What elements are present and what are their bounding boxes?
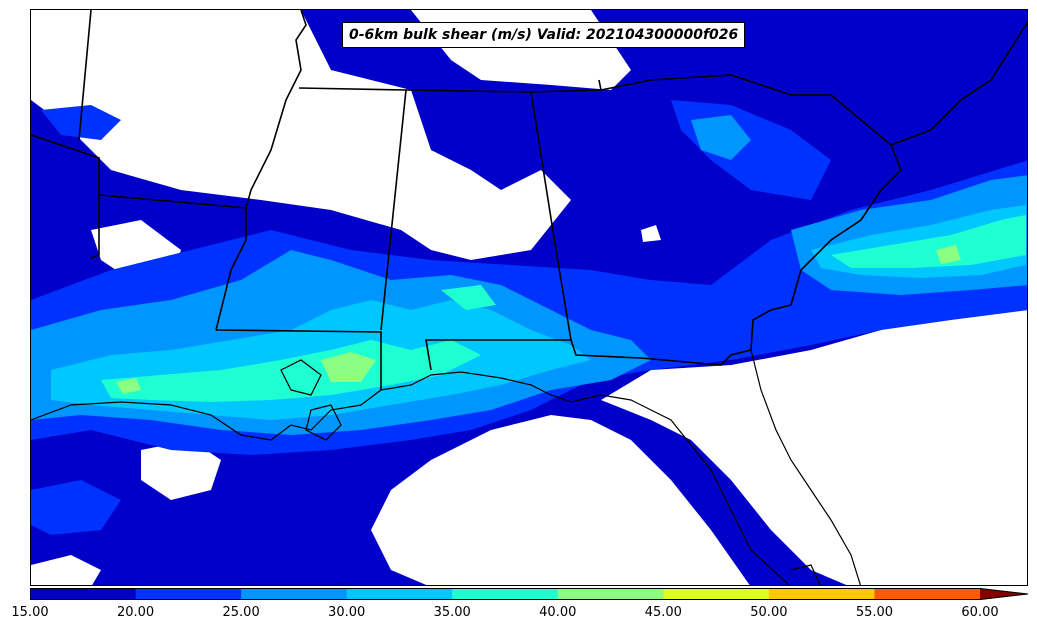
colorbar-segment: [30, 588, 137, 600]
colorbar-tick-label: 45.00: [644, 605, 682, 620]
shear-band-40-45: [116, 245, 961, 394]
colorbar-tick-label: 50.00: [750, 605, 788, 620]
colorbar-segment: [452, 588, 559, 600]
colorbar-segment: [135, 588, 242, 600]
colorbar-tick-label: 25.00: [222, 605, 260, 620]
colorbar-segment: [346, 588, 453, 600]
colorbar-extend-arrow: [980, 588, 1028, 600]
colorbar-tick-label: 20.00: [116, 605, 155, 620]
colorbar-tick-label: 35.00: [433, 605, 471, 620]
colorbar-segment: [663, 588, 770, 600]
colorbar-outline: [30, 588, 1029, 600]
colorbar-tick-label: 40.00: [539, 605, 577, 620]
map-title: 0-6km bulk shear (m/s) Valid: 2021043000…: [342, 22, 746, 48]
colorbar-segment: [768, 588, 875, 600]
colorbar-segment: [241, 588, 348, 600]
colorbar-tick-label: 15.00: [11, 605, 49, 620]
shear-band-35-40: [101, 215, 1026, 402]
colorbar-tick-label: 55.00: [855, 605, 894, 620]
shear-contour-map: [31, 10, 1027, 585]
map-panel: 0-6km bulk shear (m/s) Valid: 2021043000…: [30, 9, 1028, 586]
colorbar-tick-label: 60.00: [961, 605, 999, 620]
colorbar: [30, 588, 1029, 600]
coastline: [31, 349, 862, 585]
colorbar-segment: [557, 588, 664, 600]
colorbar-segment: [874, 588, 981, 600]
state-boundaries: [31, 10, 1027, 390]
colorbar-tick-label: 30.00: [328, 605, 366, 620]
